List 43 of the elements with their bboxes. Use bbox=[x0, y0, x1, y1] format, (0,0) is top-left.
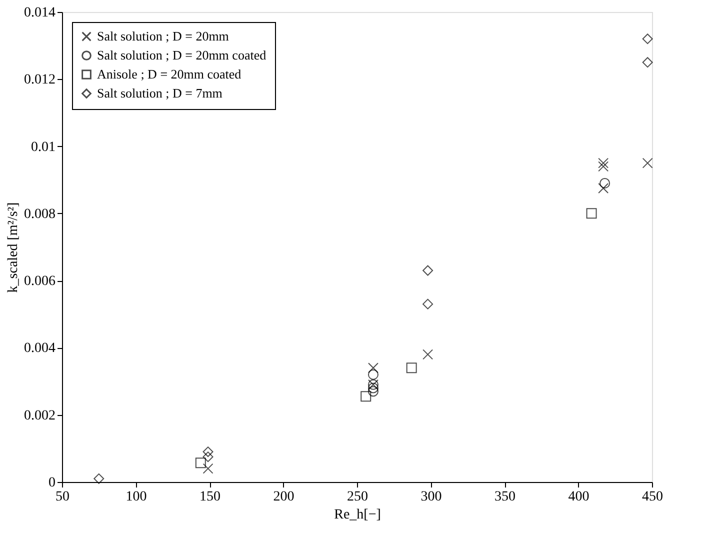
point bbox=[368, 369, 378, 380]
point bbox=[94, 473, 104, 484]
x-tick-label: 200 bbox=[273, 490, 294, 504]
x-tick-label: 100 bbox=[126, 490, 147, 504]
y-tick-label: 0.002 bbox=[24, 408, 56, 424]
x-tick-label: 150 bbox=[200, 490, 220, 504]
point bbox=[422, 265, 434, 276]
x-axis-title: Re_h[−] bbox=[334, 508, 381, 522]
x-tick-label: 400 bbox=[568, 490, 590, 504]
y-tick-label: 0.006 bbox=[24, 274, 56, 290]
point bbox=[642, 34, 653, 44]
y-tick-label: 0.012 bbox=[24, 72, 56, 88]
point bbox=[406, 362, 417, 374]
x-tick-label: 50 bbox=[56, 490, 70, 504]
point bbox=[360, 391, 372, 402]
point bbox=[202, 452, 214, 462]
x-tick-label: 250 bbox=[347, 490, 368, 504]
y-axis-title: k_scaled [m²/s²] bbox=[6, 202, 21, 293]
point bbox=[422, 298, 434, 310]
point bbox=[202, 463, 214, 474]
point bbox=[586, 208, 597, 219]
point bbox=[202, 446, 214, 458]
x-tick-label: 300 bbox=[420, 490, 442, 504]
legend-label: Salt solution ; D = 20mm coated bbox=[97, 48, 267, 62]
point bbox=[368, 362, 378, 374]
x-tick-label: 450 bbox=[642, 490, 663, 504]
point bbox=[422, 349, 434, 360]
y-tick-label: 0.014 bbox=[24, 6, 56, 20]
y-tick-label: 0.008 bbox=[24, 206, 56, 222]
y-tick-label: 0 bbox=[48, 476, 56, 490]
x-tick-label: 350 bbox=[494, 490, 516, 504]
point bbox=[368, 386, 378, 397]
legend-label: Anisole ; D = 20mm coated bbox=[97, 66, 242, 82]
point bbox=[598, 158, 609, 168]
y-tick-label: 0.004 bbox=[24, 341, 56, 356]
legend-label: Salt solution ; D = 20mm bbox=[97, 28, 229, 44]
y-tick-label: 0.01 bbox=[31, 140, 56, 155]
point bbox=[195, 458, 206, 468]
point bbox=[368, 382, 378, 394]
point bbox=[642, 57, 653, 68]
point bbox=[642, 158, 653, 168]
point bbox=[598, 161, 609, 172]
legend-label: Salt solution ; D = 7mm bbox=[97, 86, 222, 100]
